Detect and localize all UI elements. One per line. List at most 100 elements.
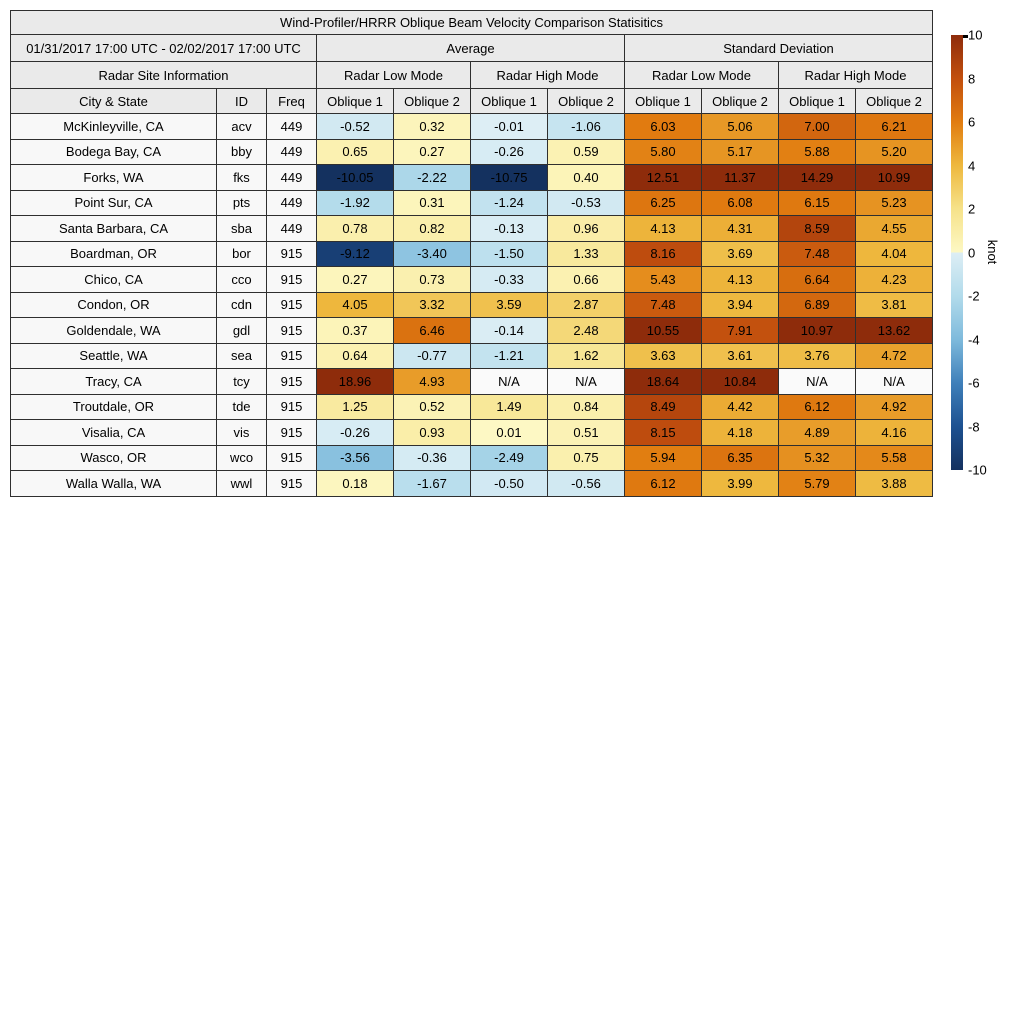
col-header-oblique1: Oblique 1 <box>470 88 548 114</box>
value-cell: 6.64 <box>778 266 856 293</box>
city-cell: Goldendale, WA <box>10 317 217 344</box>
table-body: McKinleyville, CA acv 449 -0.52 0.32 -0.… <box>10 113 933 497</box>
value-cell: 5.80 <box>624 138 702 165</box>
id-cell: gdl <box>216 317 267 344</box>
value-cell: 0.96 <box>547 215 625 242</box>
value-cell: 4.23 <box>855 266 933 293</box>
freq-cell: 915 <box>266 444 317 471</box>
value-cell: 0.40 <box>547 164 625 191</box>
value-cell: 0.82 <box>393 215 471 242</box>
table-row: Wasco, OR wco 915 -3.56 -0.36 -2.49 0.75… <box>10 444 933 471</box>
value-cell: 1.62 <box>547 342 625 369</box>
table-row: Boardman, OR bor 915 -9.12 -3.40 -1.50 1… <box>10 240 933 267</box>
value-cell: 4.13 <box>701 266 779 293</box>
freq-cell: 449 <box>266 138 317 165</box>
value-cell: 6.25 <box>624 189 702 216</box>
colorbar-tick-label: -4 <box>968 332 980 347</box>
value-cell: 0.59 <box>547 138 625 165</box>
colorbar-tick-label: 0 <box>968 245 976 260</box>
value-cell: 4.55 <box>855 215 933 242</box>
value-cell: 5.17 <box>701 138 779 165</box>
value-cell: 4.16 <box>855 419 933 446</box>
id-cell: bor <box>216 240 267 267</box>
column-header-row: City & State ID Freq Oblique 1 Oblique 2… <box>10 88 933 114</box>
value-cell: -2.22 <box>393 164 471 191</box>
value-cell: 3.63 <box>624 342 702 369</box>
id-cell: cdn <box>216 291 267 318</box>
value-cell: -1.92 <box>316 189 394 216</box>
id-cell: fks <box>216 164 267 191</box>
table-row: Walla Walla, WA wwl 915 0.18 -1.67 -0.50… <box>10 470 933 497</box>
col-header-freq: Freq <box>266 88 317 114</box>
value-cell: 0.32 <box>393 113 471 140</box>
value-cell: 5.20 <box>855 138 933 165</box>
value-cell: 8.49 <box>624 393 702 420</box>
value-cell: -0.13 <box>470 215 548 242</box>
colorbar-tick-label: -2 <box>968 288 980 304</box>
value-cell: N/A <box>547 368 625 395</box>
mode-header-row: Radar Site Information Radar Low Mode Ra… <box>10 61 933 89</box>
value-cell: 7.48 <box>778 240 856 267</box>
comparison-table: Wind-Profiler/HRRR Oblique Beam Velocity… <box>10 10 933 497</box>
value-cell: -0.77 <box>393 342 471 369</box>
id-cell: sea <box>216 342 267 369</box>
value-cell: 18.96 <box>316 368 394 395</box>
city-cell: Troutdale, OR <box>10 393 217 420</box>
value-cell: -3.40 <box>393 240 471 267</box>
value-cell: 4.05 <box>316 291 394 318</box>
value-cell: 4.42 <box>701 393 779 420</box>
value-cell: 3.99 <box>701 470 779 497</box>
city-cell: Forks, WA <box>10 164 217 191</box>
value-cell: -0.56 <box>547 470 625 497</box>
value-cell: -0.26 <box>316 419 394 446</box>
table-row: Chico, CA cco 915 0.27 0.73 -0.33 0.66 5… <box>10 266 933 293</box>
city-cell: Seattle, WA <box>10 342 217 369</box>
value-cell: 6.89 <box>778 291 856 318</box>
id-cell: tde <box>216 393 267 420</box>
value-cell: -0.36 <box>393 444 471 471</box>
value-cell: 5.94 <box>624 444 702 471</box>
value-cell: 5.88 <box>778 138 856 165</box>
col-header-oblique1: Oblique 1 <box>316 88 394 114</box>
city-cell: Chico, CA <box>10 266 217 293</box>
value-cell: 0.64 <box>316 342 394 369</box>
colorbar-tick-label: -10 <box>968 462 987 478</box>
value-cell: 6.15 <box>778 189 856 216</box>
table-row: Seattle, WA sea 915 0.64 -0.77 -1.21 1.6… <box>10 342 933 369</box>
colorbar-tick-label: -6 <box>968 375 980 391</box>
value-cell: 3.59 <box>470 291 548 318</box>
value-cell: -1.50 <box>470 240 548 267</box>
value-cell: 5.79 <box>778 470 856 497</box>
value-cell: -3.56 <box>316 444 394 471</box>
mode-header-sd-high: Radar High Mode <box>778 61 933 89</box>
col-header-oblique2: Oblique 2 <box>701 88 779 114</box>
value-cell: N/A <box>778 368 856 395</box>
city-cell: Walla Walla, WA <box>10 470 217 497</box>
colorbar-tick-label: 8 <box>968 71 976 86</box>
value-cell: 6.21 <box>855 113 933 140</box>
id-cell: tcy <box>216 368 267 395</box>
value-cell: N/A <box>855 368 933 395</box>
id-cell: wwl <box>216 470 267 497</box>
value-cell: 0.27 <box>316 266 394 293</box>
value-cell: 1.25 <box>316 393 394 420</box>
title-row: Wind-Profiler/HRRR Oblique Beam Velocity… <box>10 10 933 35</box>
colorbar-tick-label: -8 <box>968 419 980 434</box>
value-cell: 8.16 <box>624 240 702 267</box>
value-cell: 5.32 <box>778 444 856 471</box>
value-cell: 7.91 <box>701 317 779 344</box>
value-cell: 4.92 <box>855 393 933 420</box>
city-cell: Boardman, OR <box>10 240 217 267</box>
value-cell: 6.46 <box>393 317 471 344</box>
value-cell: -10.05 <box>316 164 394 191</box>
value-cell: 5.43 <box>624 266 702 293</box>
value-cell: 3.76 <box>778 342 856 369</box>
value-cell: -0.50 <box>470 470 548 497</box>
city-cell: Wasco, OR <box>10 444 217 471</box>
id-cell: cco <box>216 266 267 293</box>
value-cell: 3.94 <box>701 291 779 318</box>
value-cell: 8.15 <box>624 419 702 446</box>
col-header-city: City & State <box>10 88 217 114</box>
value-cell: 3.32 <box>393 291 471 318</box>
value-cell: 0.51 <box>547 419 625 446</box>
